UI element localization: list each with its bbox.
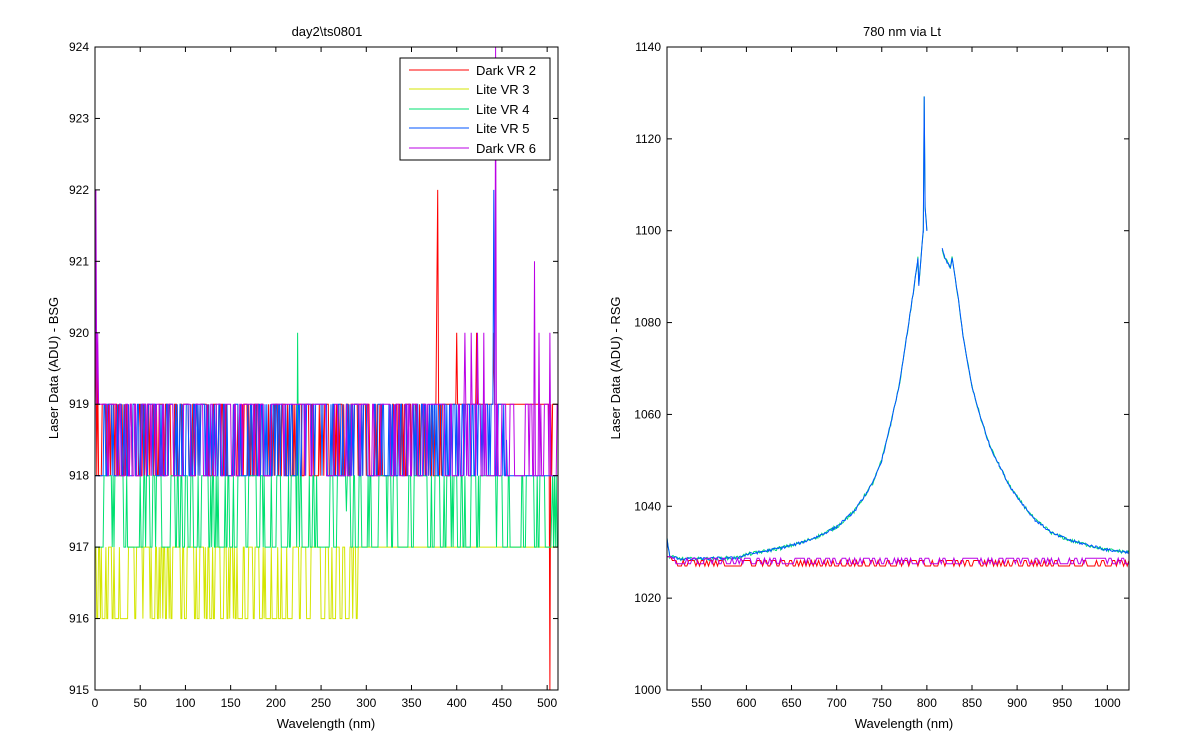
left-x-axis-ticks: 0 50 100 150 200 250 300 350 400 450 500 xyxy=(92,47,557,710)
left-chart-title: day2\ts0801 xyxy=(292,24,363,39)
x-tick-label: 0 xyxy=(92,696,99,710)
y-tick-label: 919 xyxy=(69,397,89,411)
x-tick-label: 850 xyxy=(962,696,982,710)
legend-label: Dark VR 2 xyxy=(476,63,536,78)
x-tick-label: 700 xyxy=(827,696,847,710)
legend-label: Lite VR 3 xyxy=(476,82,529,97)
right-chart-title: 780 nm via Lt xyxy=(863,24,941,39)
y-tick-label: 916 xyxy=(69,612,89,626)
x-tick-label: 400 xyxy=(447,696,467,710)
legend: Dark VR 2 Lite VR 3 Lite VR 4 Lite VR 5 … xyxy=(399,57,551,161)
x-tick-label: 350 xyxy=(401,696,421,710)
x-tick-label: 1000 xyxy=(1094,696,1121,710)
right-x-axis-ticks: 550 600 650 700 750 800 850 900 950 1000 xyxy=(691,47,1121,710)
y-tick-label: 920 xyxy=(69,326,89,340)
x-tick-label: 300 xyxy=(356,696,376,710)
left-y-axis-ticks: 915 916 917 918 919 920 921 922 923 924 xyxy=(69,40,558,697)
x-tick-label: 750 xyxy=(872,696,892,710)
legend-item: Lite VR 4 xyxy=(409,102,529,117)
legend-item: Lite VR 5 xyxy=(409,121,529,136)
legend-label: Lite VR 5 xyxy=(476,121,529,136)
x-tick-label: 950 xyxy=(1052,696,1072,710)
legend-item: Lite VR 3 xyxy=(409,82,529,97)
right-chart: 780 nm via Lt 550 600 650 700 750 800 850 900 95… xyxy=(608,24,1130,731)
y-tick-label: 923 xyxy=(69,111,89,125)
y-tick-label: 1040 xyxy=(634,499,661,513)
series-line-lite-vr-4 xyxy=(95,332,558,548)
left-chart: day2\ts0801 0 50 100 150 200 250 300 350 400 450 5… xyxy=(46,24,559,731)
right-plot-frame xyxy=(666,46,1130,691)
y-tick-label: 1060 xyxy=(634,407,661,421)
x-tick-label: 500 xyxy=(537,696,557,710)
right-x-axis-label: Wavelength (nm) xyxy=(855,716,954,731)
y-tick-label: 918 xyxy=(69,469,89,483)
x-tick-label: 600 xyxy=(736,696,756,710)
legend-item: Dark VR 2 xyxy=(409,63,536,78)
x-tick-label: 150 xyxy=(221,696,241,710)
y-tick-label: 1100 xyxy=(635,224,661,238)
x-tick-label: 800 xyxy=(917,696,937,710)
peak-line-right xyxy=(941,247,1130,555)
y-tick-label: 917 xyxy=(69,540,89,554)
y-tick-label: 1120 xyxy=(635,132,661,146)
x-tick-label: 450 xyxy=(492,696,512,710)
x-tick-label: 200 xyxy=(266,696,286,710)
y-tick-label: 1140 xyxy=(635,40,661,54)
left-plot-area xyxy=(94,46,558,691)
legend-label: Dark VR 6 xyxy=(476,141,536,156)
y-tick-label: 1000 xyxy=(634,683,661,697)
left-y-axis-label: Laser Data (ADU) - BSG xyxy=(46,297,61,439)
y-tick-label: 922 xyxy=(69,183,89,197)
x-tick-label: 900 xyxy=(1007,696,1027,710)
right-y-axis-ticks: 1000 1020 1040 1060 1080 1100 1120 1140 xyxy=(634,40,1129,697)
x-tick-label: 250 xyxy=(311,696,331,710)
right-y-axis-label: Laser Data (ADU) - RSG xyxy=(608,296,623,439)
left-plot-frame xyxy=(94,46,559,691)
x-tick-label: 650 xyxy=(782,696,802,710)
legend-label: Lite VR 4 xyxy=(476,102,529,117)
y-tick-label: 924 xyxy=(69,40,89,54)
y-tick-label: 1080 xyxy=(634,316,661,330)
right-plot-area xyxy=(666,96,1130,568)
y-tick-label: 921 xyxy=(69,254,89,268)
x-tick-label: 100 xyxy=(175,696,195,710)
baseline-line xyxy=(667,556,1129,566)
y-tick-label: 1020 xyxy=(634,591,661,605)
legend-item: Dark VR 6 xyxy=(409,141,536,156)
series-line-dark-vr-6 xyxy=(94,46,558,477)
left-x-axis-label: Wavelength (nm) xyxy=(277,716,376,731)
peak-line-left xyxy=(666,96,928,562)
x-tick-label: 550 xyxy=(691,696,711,710)
x-tick-label: 50 xyxy=(134,696,148,710)
y-tick-label: 915 xyxy=(69,683,89,697)
